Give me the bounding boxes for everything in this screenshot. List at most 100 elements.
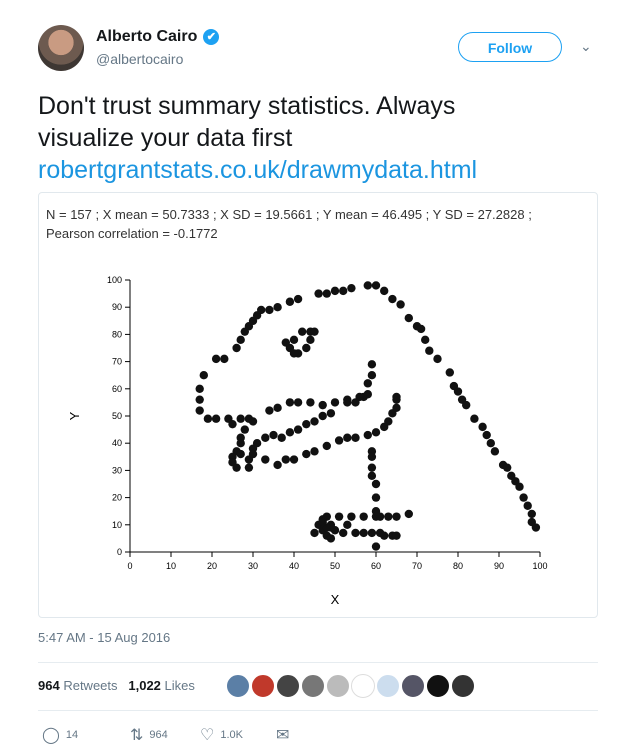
liker-avatar[interactable] [276, 674, 300, 698]
data-point [367, 463, 377, 472]
liker-avatar[interactable] [301, 674, 325, 698]
image-card[interactable] [38, 192, 598, 618]
liker-avatar[interactable] [401, 674, 425, 698]
y-tick-label: 70 [112, 357, 122, 367]
data-point [351, 433, 360, 442]
data-point [371, 542, 381, 551]
data-point [503, 463, 512, 472]
display-name[interactable]: Alberto Cairo ✔ [96, 28, 220, 46]
data-point [359, 512, 368, 521]
data-point [371, 428, 381, 437]
like-button[interactable]: ♡ 1.0K [200, 725, 243, 745]
data-point [367, 528, 377, 538]
data-point [367, 452, 377, 461]
data-point [306, 335, 315, 345]
data-point [293, 398, 303, 407]
liker-avatar[interactable] [376, 674, 400, 698]
likes-label[interactable]: Likes [164, 678, 195, 693]
reply-count: 14 [65, 729, 79, 741]
avatar[interactable] [38, 25, 84, 71]
data-point [371, 281, 381, 290]
liker-avatar[interactable] [351, 674, 375, 698]
user-handle[interactable]: @albertocairo [96, 51, 184, 67]
data-point [322, 441, 331, 451]
data-point [310, 447, 319, 456]
x-tick-label: 60 [371, 561, 381, 571]
data-point [334, 436, 344, 445]
data-point [273, 460, 282, 470]
data-point [289, 335, 299, 345]
data-point [404, 313, 413, 323]
data-point [359, 528, 368, 538]
liker-avatar[interactable] [226, 674, 250, 698]
liker-avatar[interactable] [251, 674, 275, 698]
tweet-link[interactable]: robertgrantstats.co.uk/drawmydata.html [38, 156, 478, 184]
data-point [367, 360, 377, 369]
summary-statistics: N = 157 ; X mean = 50.7333 ; X SD = 19.5… [46, 205, 596, 243]
data-point [371, 479, 381, 489]
data-point [326, 534, 336, 543]
data-point [421, 335, 430, 345]
chevron-down-icon[interactable]: ⌄ [580, 38, 592, 54]
y-tick-label: 0 [117, 547, 122, 557]
data-point [195, 395, 204, 404]
data-point [302, 449, 311, 459]
data-point [334, 512, 344, 521]
data-point [470, 414, 479, 423]
reply-button[interactable]: ◯ 14 [42, 725, 78, 745]
y-tick-label: 50 [112, 411, 122, 421]
data-point [326, 409, 336, 418]
data-point [347, 283, 356, 293]
data-point [433, 354, 442, 364]
data-point [367, 371, 377, 380]
x-tick-label: 70 [412, 561, 422, 571]
data-point [310, 528, 319, 538]
data-point [416, 324, 426, 334]
retweet-button[interactable]: ⇅ 964 [130, 725, 168, 745]
x-tick-label: 90 [494, 561, 504, 571]
data-point [261, 455, 270, 464]
retweets-label[interactable]: Retweets [63, 678, 118, 693]
data-point [240, 425, 249, 434]
liker-avatar[interactable] [326, 674, 350, 698]
data-point [343, 398, 352, 407]
x-tick-label: 80 [453, 561, 463, 571]
data-point [380, 531, 389, 540]
like-count[interactable]: 1,022 [128, 678, 161, 693]
y-axis-label: Y [67, 411, 82, 420]
data-point [203, 414, 213, 423]
scatter-plot: 0 10 20 30 40 50 60 70 80 90 100 0 10 20 30 40 50 60 70 80 9… [67, 275, 548, 607]
data-point [302, 419, 311, 429]
data-point [445, 368, 454, 377]
data-point [392, 531, 401, 540]
data-point [363, 430, 372, 440]
data-point [384, 512, 393, 521]
engagement-stats: 964 Retweets 1,022 Likes [38, 678, 195, 693]
liker-avatar[interactable] [426, 674, 450, 698]
data-point [380, 286, 389, 296]
y-tick-label: 100 [107, 275, 122, 285]
liker-avatar[interactable] [451, 674, 475, 698]
data-point [302, 343, 311, 353]
tweet-timestamp[interactable]: 5:47 AM - 15 Aug 2016 [38, 630, 171, 645]
follow-button[interactable]: Follow [458, 32, 562, 62]
data-point [220, 354, 229, 364]
data-point [289, 455, 299, 464]
data-point [310, 327, 319, 336]
data-point [330, 398, 340, 407]
data-point [232, 463, 241, 472]
direct-message-button[interactable]: ✉ [276, 725, 295, 745]
tweet-line-1: Don't trust summary statistics. Always [38, 92, 456, 120]
data-point [252, 439, 262, 448]
divider [38, 662, 598, 663]
data-point [330, 286, 340, 296]
data-point [261, 433, 270, 442]
data-point [195, 384, 204, 393]
x-tick-label: 100 [532, 561, 547, 571]
data-point [281, 455, 290, 464]
data-point [285, 297, 295, 306]
data-point [486, 439, 495, 448]
data-point [388, 294, 397, 304]
retweet-count[interactable]: 964 [38, 678, 60, 693]
envelope-icon: ✉ [276, 727, 290, 744]
